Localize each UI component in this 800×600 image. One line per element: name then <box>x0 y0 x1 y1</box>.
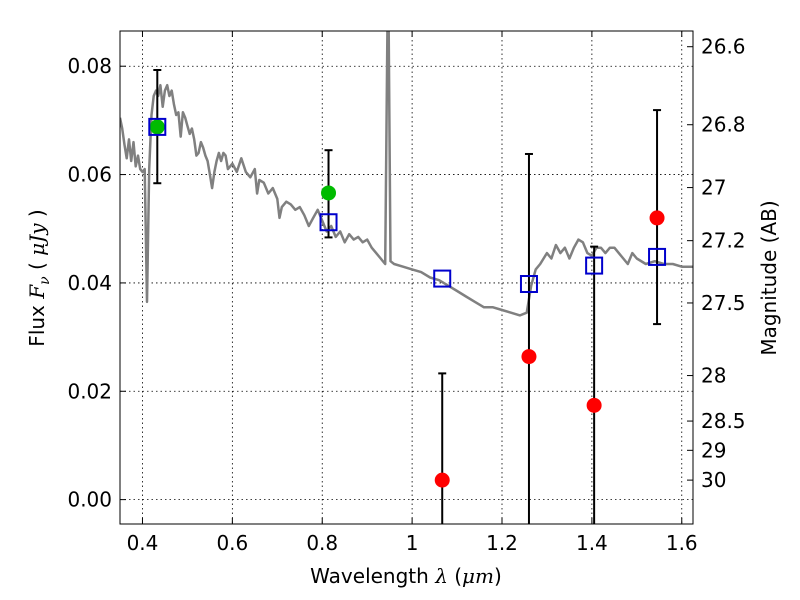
y-tick-label: 0.00 <box>67 488 112 512</box>
sed-model-line <box>120 31 693 317</box>
y2-tick-label: 27.2 <box>701 229 746 253</box>
model-square-point <box>319 213 338 232</box>
x-tick-label: 1 <box>406 531 419 555</box>
model-square-point <box>648 247 667 266</box>
red-point <box>434 472 450 488</box>
y2-tick-label: 28.5 <box>701 409 746 433</box>
grid-lines <box>120 31 693 524</box>
model-square-point <box>585 256 604 275</box>
y2-tick-label: 29 <box>701 438 726 462</box>
x-tick-label: 1.4 <box>576 531 608 555</box>
y-tick-label: 0.08 <box>67 54 112 78</box>
x-tick-label: 0.8 <box>306 531 338 555</box>
y2-tick-label: 27.5 <box>701 291 746 315</box>
x-tick-label: 0.6 <box>216 531 248 555</box>
x-tick-label: 1.6 <box>666 531 698 555</box>
y-axis-label: Flux Fν ( μJy ) <box>25 209 53 346</box>
y2-axis-label: Magnitude (AB) <box>757 200 781 355</box>
axes-frame <box>119 30 694 525</box>
y2-tick-label: 26.6 <box>701 35 746 59</box>
x-tick-label: 0.4 <box>127 531 159 555</box>
plot-area <box>120 31 693 524</box>
model-square-point <box>433 269 452 288</box>
red-point <box>586 397 602 413</box>
plot-group <box>120 31 693 524</box>
model-square-point <box>148 117 167 136</box>
y-tick-label: 0.04 <box>67 271 112 295</box>
green-point <box>321 185 337 201</box>
y2-tick-label: 26.8 <box>701 113 746 137</box>
x-tick-label: 1.2 <box>486 531 518 555</box>
red-point <box>521 349 537 365</box>
green-point <box>149 119 165 135</box>
red-point <box>649 210 665 226</box>
plot-frame <box>119 30 694 525</box>
y-tick-label: 0.06 <box>67 163 112 187</box>
axis-ticks: 0.4 0.6 0.8 1 1.2 1.4 1.6 0.00 0.02 0.04 0.06 0.08 2… <box>67 31 746 555</box>
x-axis-label: Wavelength λ (μm) <box>310 564 502 588</box>
model-square-point <box>519 275 538 294</box>
y2-tick-label: 28 <box>701 364 726 388</box>
y-tick-label: 0.02 <box>67 379 112 403</box>
y2-tick-label: 30 <box>701 468 726 492</box>
y2-tick-label: 27 <box>701 176 726 200</box>
